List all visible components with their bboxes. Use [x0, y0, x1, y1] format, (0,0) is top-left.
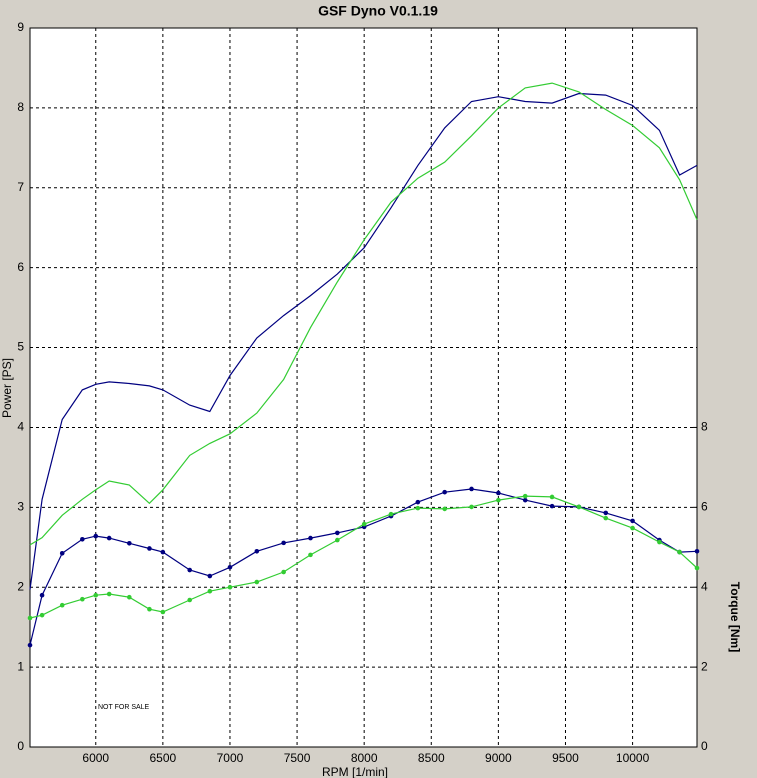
data-point	[469, 486, 474, 492]
x-tick-label: 7000	[217, 751, 244, 765]
data-point	[160, 609, 166, 615]
data-point	[59, 550, 65, 556]
x-tick-label: 10000	[616, 751, 650, 765]
x-tick-label: 9500	[552, 751, 579, 765]
data-point	[106, 591, 112, 597]
y-tick-label: 2	[17, 579, 24, 593]
data-point	[281, 569, 286, 575]
data-point	[227, 584, 233, 590]
series-line	[29, 92, 698, 590]
data-point	[442, 506, 447, 512]
data-point	[39, 612, 45, 618]
data-point	[630, 525, 635, 531]
data-point	[254, 548, 260, 554]
data-point	[694, 565, 700, 571]
data-point	[39, 592, 45, 598]
data-point	[335, 530, 340, 536]
x-tick-label: 8000	[351, 751, 378, 765]
x-tick-label: 9000	[485, 751, 512, 765]
data-point	[388, 511, 394, 517]
data-point	[147, 546, 152, 551]
data-point	[207, 588, 213, 594]
data-point	[127, 540, 132, 546]
y2-tick-label: 0	[701, 739, 708, 753]
y-tick-label: 3	[17, 500, 24, 514]
annotation: NOT FOR SALE	[98, 704, 150, 711]
data-point	[147, 606, 152, 612]
data-point	[80, 536, 85, 542]
data-point	[187, 597, 193, 603]
data-point	[361, 521, 367, 527]
data-point	[27, 642, 33, 648]
data-point	[415, 505, 421, 511]
data-point	[603, 510, 609, 516]
data-point	[522, 497, 528, 503]
data-point	[308, 535, 313, 541]
x-tick-label: 6500	[150, 751, 177, 765]
data-point	[694, 548, 700, 554]
data-point	[160, 549, 166, 555]
data-point	[576, 504, 582, 510]
x-axis-label: RPM [1/min]	[322, 765, 388, 778]
data-point	[657, 539, 662, 545]
y-tick-label: 4	[17, 420, 24, 434]
data-point	[335, 537, 340, 543]
x-tick-label: 8500	[418, 751, 445, 765]
data-point	[207, 573, 213, 579]
y-tick-label: 7	[17, 180, 24, 194]
y-tick-label: 1	[17, 659, 24, 673]
data-point	[93, 533, 99, 539]
data-point	[59, 602, 65, 608]
series-line	[29, 82, 698, 546]
x-tick-label: 6000	[82, 751, 109, 765]
chart-title: GSF Dyno V0.1.19	[318, 3, 438, 19]
y2-tick-label: 6	[701, 500, 708, 514]
data-point	[80, 596, 85, 602]
data-point	[281, 540, 286, 546]
y-tick-label: 9	[17, 20, 24, 34]
data-point	[677, 549, 682, 555]
plot-area	[29, 27, 698, 748]
y-tick-label: 5	[17, 340, 24, 354]
data-point	[106, 535, 112, 541]
data-point	[254, 579, 260, 585]
data-point	[496, 490, 501, 496]
data-point	[442, 489, 447, 495]
y-tick-label: 8	[17, 100, 24, 114]
y-axis-label: Power [PS]	[0, 358, 14, 418]
y2-tick-label: 2	[701, 659, 708, 673]
data-point	[227, 564, 233, 570]
data-point	[308, 552, 313, 558]
y-tick-label: 0	[17, 739, 24, 753]
data-point	[522, 493, 528, 499]
data-point	[187, 567, 193, 573]
x-tick-label: 7500	[284, 751, 311, 765]
y2-tick-label: 8	[701, 420, 708, 434]
data-point	[549, 503, 555, 509]
data-point	[549, 494, 555, 500]
y-tick-label: 6	[17, 260, 24, 274]
data-point	[496, 497, 501, 503]
data-point	[93, 592, 99, 598]
y2-axis-label: Torque [Nm]	[728, 582, 742, 652]
data-point	[27, 615, 33, 621]
data-point	[469, 504, 474, 510]
data-point	[603, 515, 609, 521]
data-point	[630, 518, 635, 524]
data-point	[127, 594, 132, 600]
data-point	[415, 499, 421, 505]
y2-tick-label: 4	[701, 579, 708, 593]
